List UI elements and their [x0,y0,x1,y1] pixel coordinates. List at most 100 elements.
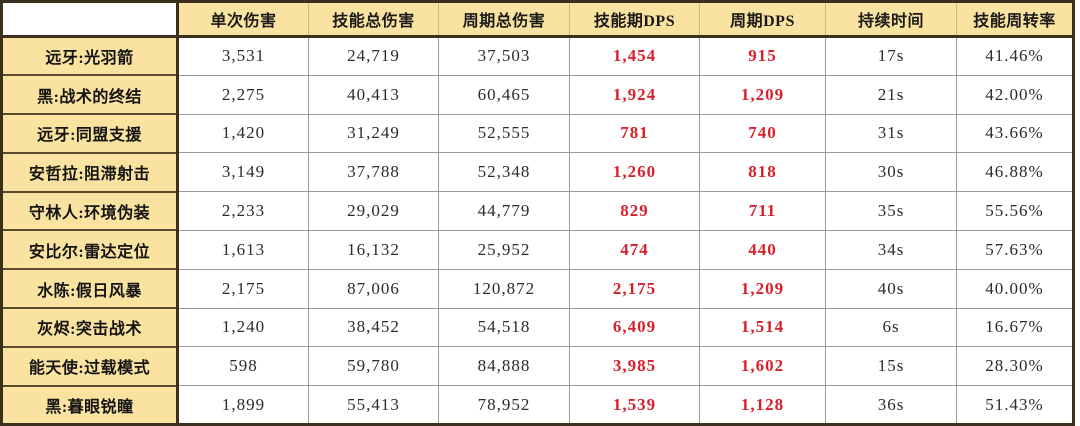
table-row: 安哲拉:阻滞射击 3,149 37,788 52,348 1,260 818 30s 46.8… [0,152,1075,193]
cell-duration: 35s [825,191,957,231]
cell-duration: 17s [825,36,957,76]
cell-skill_dps: 781 [569,114,700,154]
cell-uptime: 16.67% [956,308,1075,348]
column-header-skill-total-damage: 技能总伤害 [308,0,439,38]
cell-cycle_dps: 1,514 [699,308,826,348]
cell-skill_dps: 6,409 [569,308,700,348]
cell-cycle_dps: 440 [699,230,826,270]
cell-cycle_total: 84,888 [438,346,570,387]
cell-cycle_total: 52,555 [438,114,570,154]
cell-skill_dps: 1,539 [569,385,700,426]
row-label-cell: 水陈:假日风暴 [0,269,179,310]
cell-duration: 36s [825,385,957,426]
row-label-cell: 黑:暮眼锐瞳 [0,385,179,426]
corner-cell [0,0,179,38]
column-header-skill-dps: 技能期DPS [569,0,700,38]
cell-duration: 40s [825,269,957,309]
column-header-single-damage: 单次伤害 [177,0,309,38]
cell-single_damage: 2,233 [177,191,309,231]
cell-cycle_total: 37,503 [438,36,570,76]
cell-cycle_dps: 1,602 [699,346,826,387]
cell-skill_dps: 1,924 [569,75,700,115]
header-row: 单次伤害 技能总伤害 周期总伤害 技能期DPS 周期DPS 持续时间 技能周转率 [0,0,1075,38]
cell-cycle_total: 52,348 [438,152,570,193]
table-row: 灰烬:突击战术 1,240 38,452 54,518 6,409 1,514 6s 16.6… [0,308,1075,348]
cell-skill_dps: 1,454 [569,36,700,76]
column-header-cycle-dps: 周期DPS [699,0,826,38]
cell-cycle_total: 44,779 [438,191,570,231]
cell-cycle_dps: 740 [699,114,826,154]
cell-cycle_dps: 711 [699,191,826,231]
table-row: 水陈:假日风暴 2,175 87,006 120,872 2,175 1,209 40s 40… [0,269,1075,310]
cell-skill_dps: 3,985 [569,346,700,387]
cell-duration: 30s [825,152,957,193]
cell-skill_total: 31,249 [308,114,439,154]
cell-single_damage: 3,149 [177,152,309,193]
cell-cycle_dps: 915 [699,36,826,76]
cell-uptime: 42.00% [956,75,1075,115]
row-label-cell: 远牙:同盟支援 [0,114,179,154]
cell-skill_total: 38,452 [308,308,439,348]
row-label-cell: 黑:战术的终结 [0,75,179,116]
table-row: 黑:暮眼锐瞳 1,899 55,413 78,952 1,539 1,128 36s 51.4… [0,385,1075,426]
cell-cycle_dps: 1,209 [699,269,826,309]
cell-uptime: 40.00% [956,269,1075,309]
cell-uptime: 43.66% [956,114,1075,154]
table-row: 安比尔:雷达定位 1,613 16,132 25,952 474 440 34s 57.63% [0,230,1075,271]
row-label-cell: 远牙:光羽箭 [0,36,179,77]
cell-skill_total: 29,029 [308,191,439,231]
cell-single_damage: 1,613 [177,230,309,270]
cell-skill_total: 55,413 [308,385,439,426]
cell-uptime: 28.30% [956,346,1075,387]
cell-skill_dps: 474 [569,230,700,270]
cell-cycle_total: 78,952 [438,385,570,426]
cell-skill_total: 24,719 [308,36,439,76]
cell-single_damage: 2,275 [177,75,309,115]
cell-skill_dps: 2,175 [569,269,700,309]
cell-duration: 34s [825,230,957,270]
cell-uptime: 51.43% [956,385,1075,426]
cell-cycle_dps: 818 [699,152,826,193]
cell-uptime: 41.46% [956,36,1075,76]
cell-cycle_dps: 1,209 [699,75,826,115]
table-body: 远牙:光羽箭 3,531 24,719 37,503 1,454 915 17s 41.46%… [0,36,1075,426]
table-row: 守林人:环境伪装 2,233 29,029 44,779 829 711 35s 55.56% [0,191,1075,232]
cell-uptime: 55.56% [956,191,1075,231]
cell-skill_total: 87,006 [308,269,439,309]
table-row: 远牙:同盟支援 1,420 31,249 52,555 781 740 31s 43.66% [0,114,1075,154]
cell-cycle_total: 120,872 [438,269,570,309]
column-header-duration: 持续时间 [825,0,957,38]
cell-single_damage: 1,420 [177,114,309,154]
cell-skill_total: 59,780 [308,346,439,387]
cell-cycle_dps: 1,128 [699,385,826,426]
cell-single_damage: 1,240 [177,308,309,348]
column-header-uptime: 技能周转率 [956,0,1075,38]
row-label-cell: 守林人:环境伪装 [0,191,179,232]
cell-single_damage: 2,175 [177,269,309,309]
cell-skill_total: 16,132 [308,230,439,270]
cell-cycle_total: 54,518 [438,308,570,348]
cell-single_damage: 598 [177,346,309,387]
row-label-cell: 能天使:过载模式 [0,346,179,387]
cell-single_damage: 3,531 [177,36,309,76]
row-label-cell: 安比尔:雷达定位 [0,230,179,271]
table-row: 能天使:过载模式 598 59,780 84,888 3,985 1,602 15s 28.3… [0,346,1075,387]
cell-skill_total: 37,788 [308,152,439,193]
cell-skill_dps: 829 [569,191,700,231]
cell-skill_dps: 1,260 [569,152,700,193]
table-head: 单次伤害 技能总伤害 周期总伤害 技能期DPS 周期DPS 持续时间 技能周转率 [0,0,1075,38]
cell-duration: 6s [825,308,957,348]
row-label-cell: 灰烬:突击战术 [0,308,179,348]
cell-cycle_total: 60,465 [438,75,570,115]
cell-uptime: 57.63% [956,230,1075,270]
cell-duration: 31s [825,114,957,154]
cell-cycle_total: 25,952 [438,230,570,270]
cell-duration: 21s [825,75,957,115]
table-row: 黑:战术的终结 2,275 40,413 60,465 1,924 1,209 21s 42.… [0,75,1075,116]
cell-duration: 15s [825,346,957,387]
row-label-cell: 安哲拉:阻滞射击 [0,152,179,193]
table-row: 远牙:光羽箭 3,531 24,719 37,503 1,454 915 17s 41.46% [0,36,1075,77]
cell-skill_total: 40,413 [308,75,439,115]
